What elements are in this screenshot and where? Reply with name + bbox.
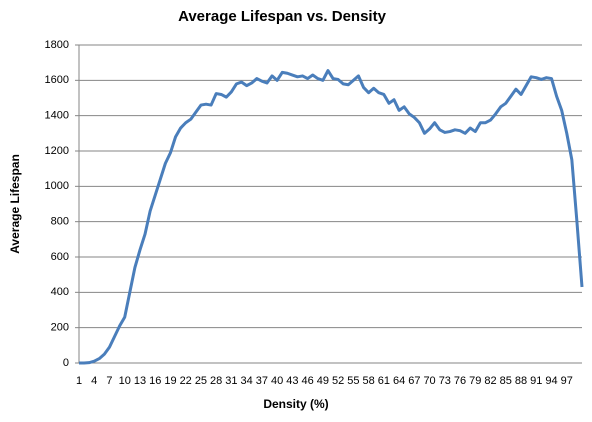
x-tick-label: 31: [225, 375, 237, 387]
y-tick-label: 400: [51, 286, 69, 298]
x-tick-label: 46: [302, 375, 314, 387]
data-line: [79, 69, 584, 365]
x-tick-label: 94: [545, 375, 557, 387]
x-tick-label: 52: [332, 375, 344, 387]
y-tick-label: 1000: [45, 180, 69, 192]
y-tick-label: 1400: [45, 110, 69, 122]
x-tick-label: 61: [378, 375, 390, 387]
x-tick-label: 70: [423, 375, 435, 387]
y-tick-label: 0: [63, 357, 69, 369]
x-tick-label: 7: [106, 375, 112, 387]
y-tick-label: 1800: [45, 39, 69, 51]
x-tick-label: 25: [195, 375, 207, 387]
x-tick-label: 58: [362, 375, 374, 387]
x-tick-label: 13: [134, 375, 146, 387]
x-tick-label: 1: [76, 375, 82, 387]
x-tick-label: 91: [530, 375, 542, 387]
x-tick-label: 76: [454, 375, 466, 387]
x-tick-label: 28: [210, 375, 222, 387]
y-tick-label: 600: [51, 251, 69, 263]
x-tick-label: 34: [241, 375, 253, 387]
x-tick-label: 19: [164, 375, 176, 387]
x-tick-label: 43: [286, 375, 298, 387]
x-tick-label: 49: [317, 375, 329, 387]
y-tick-label: 800: [51, 216, 69, 228]
x-tick-label: 85: [500, 375, 512, 387]
x-axis-title: Density (%): [263, 397, 328, 411]
y-tick-label: 1200: [45, 145, 69, 157]
x-tick-label: 82: [484, 375, 496, 387]
x-tick-label: 73: [439, 375, 451, 387]
y-tick-label: 200: [51, 322, 69, 334]
y-axis-title: Average Lifespan: [8, 154, 22, 254]
x-tick-label: 55: [347, 375, 359, 387]
x-tick-label: 16: [149, 375, 161, 387]
x-tick-label: 88: [515, 375, 527, 387]
x-tick-label: 64: [393, 375, 405, 387]
y-tick-label: 1600: [45, 74, 69, 86]
x-tick-label: 79: [469, 375, 481, 387]
x-tick-label: 97: [561, 375, 573, 387]
x-tick-label: 67: [408, 375, 420, 387]
x-tick-label: 40: [271, 375, 283, 387]
x-tick-label: 10: [119, 375, 131, 387]
x-tick-label: 22: [180, 375, 192, 387]
chart-title: Average Lifespan vs. Density: [178, 8, 387, 25]
x-tick-label: 4: [91, 375, 97, 387]
x-tick-label: 37: [256, 375, 268, 387]
